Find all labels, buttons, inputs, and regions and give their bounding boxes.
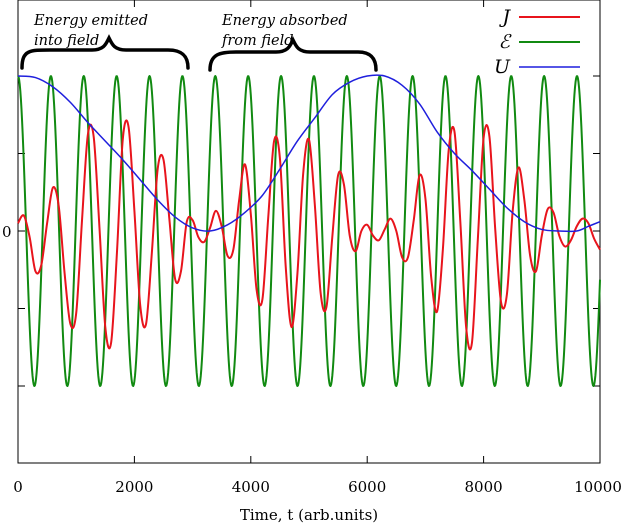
annotation-absorbed-brace — [208, 36, 378, 72]
annotation-absorbed-line2: from field — [221, 33, 294, 49]
annotation-emitted-line2: into field — [34, 33, 99, 49]
x-axis-ticks — [17, 0, 601, 463]
x-tick-label-4000: 4000 — [232, 478, 270, 496]
annotation-emitted-brace — [20, 34, 190, 70]
x-tick-label-0: 0 — [13, 478, 23, 496]
y-axis-ticks — [18, 75, 600, 387]
legend-entry-e: ℰ — [498, 31, 580, 53]
series-j-line — [17, 119, 601, 351]
series-e-line — [17, 75, 601, 387]
legend-label-u: U — [494, 56, 511, 78]
series-layer — [17, 74, 601, 387]
legend-label-e: ℰ — [498, 31, 512, 53]
plot-frame — [17, 0, 601, 464]
x-tick-label-2000: 2000 — [115, 478, 153, 496]
legend: J ℰ U — [494, 6, 580, 78]
x-tick-label-8000: 8000 — [465, 478, 503, 496]
x-axis-title: Time, t (arb.units) — [240, 506, 378, 524]
annotation-absorbed-line1: Energy absorbed — [221, 13, 348, 29]
series-u-line — [17, 74, 601, 233]
legend-entry-u: U — [494, 56, 580, 78]
x-tick-label-6000: 6000 — [348, 478, 386, 496]
y-tick-label-0: 0 — [2, 223, 12, 241]
annotation-emitted-line1: Energy emitted — [33, 13, 148, 29]
legend-entry-j: J — [498, 6, 580, 28]
x-tick-label-10000: 10000 — [574, 478, 622, 496]
legend-label-j: J — [498, 6, 511, 28]
